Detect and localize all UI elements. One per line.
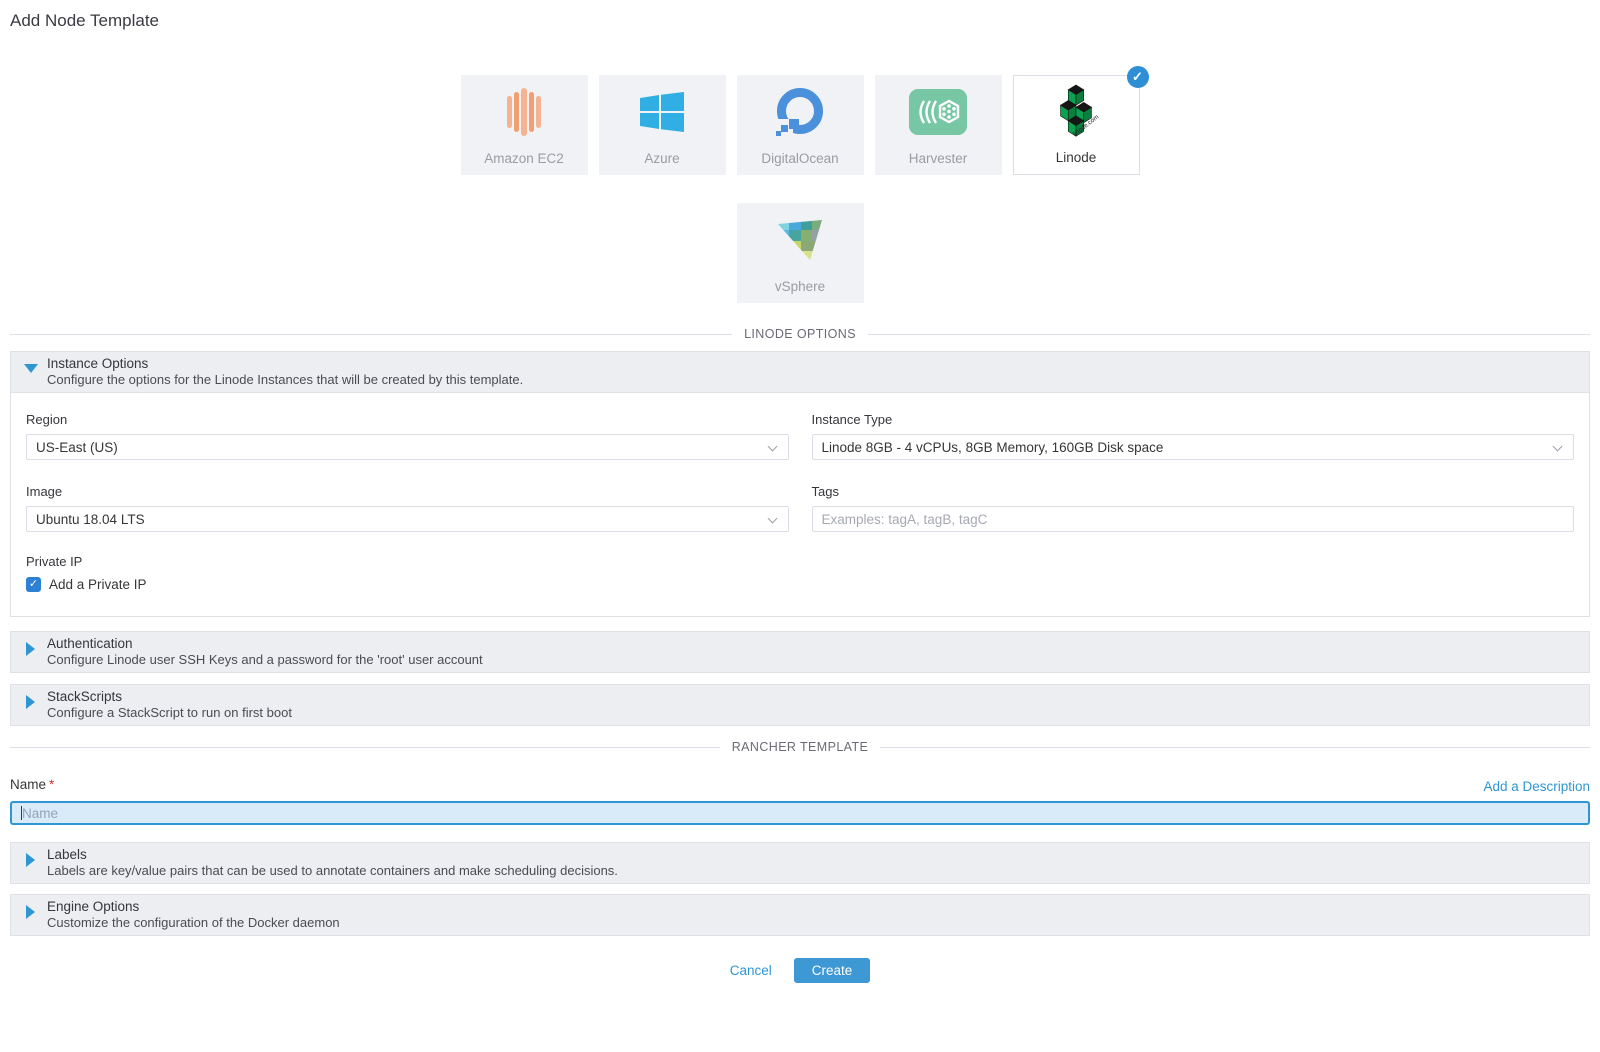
section-subtitle: Configure the options for the Linode Ins… [47, 372, 524, 387]
instance-type-select[interactable]: Linode 8GB - 4 vCPUs, 8GB Memory, 160GB … [811, 434, 1574, 460]
chevron-down-icon [767, 441, 777, 452]
instance-type-label: Instance Type [811, 412, 893, 427]
provider-picker: Amazon EC2 Azure [0, 66, 1600, 303]
expand-triangle-icon [26, 695, 35, 709]
private-ip-checkbox-label: Add a Private IP [49, 577, 147, 592]
image-select[interactable]: Ubuntu 18.04 LTS [26, 506, 789, 532]
name-input[interactable] [10, 801, 1590, 825]
section-title: StackScripts [47, 689, 123, 704]
instance-type-value: Linode 8GB - 4 vCPUs, 8GB Memory, 160GB … [821, 439, 1164, 455]
cancel-button[interactable]: Cancel [729, 963, 772, 978]
rancher-template-divider: RANCHER TEMPLATE [10, 740, 1591, 754]
provider-card-linode[interactable]: ✓ [1012, 66, 1149, 175]
name-label: Name [10, 777, 47, 792]
chevron-down-icon [767, 513, 777, 524]
section-subtitle: Customize the configuration of the Docke… [47, 915, 340, 930]
authentication-header[interactable]: Authentication Configure Linode user SSH… [10, 631, 1590, 673]
linode-icon: linode.com [1014, 76, 1139, 150]
create-button[interactable]: Create [793, 958, 871, 983]
private-ip-label: Private IP [26, 554, 83, 569]
name-row: Name * Add a Description [10, 776, 1590, 794]
provider-label: Amazon EC2 [484, 151, 564, 166]
text-caret [21, 806, 22, 820]
provider-card-vsphere[interactable]: vSphere [736, 203, 864, 303]
image-field: Image Ubuntu 18.04 LTS [26, 484, 789, 532]
add-description-link[interactable]: Add a Description [1483, 779, 1590, 794]
expand-triangle-icon [26, 853, 35, 867]
collapse-triangle-icon [24, 364, 38, 373]
tags-input[interactable] [811, 506, 1574, 532]
private-ip-checkbox[interactable]: ✓ [26, 577, 41, 592]
expand-triangle-icon [26, 642, 35, 656]
provider-card-azure[interactable]: Azure [598, 75, 726, 175]
rancher-template-divider-label: RANCHER TEMPLATE [731, 740, 869, 754]
chevron-down-icon [1552, 441, 1563, 452]
provider-card-harvester[interactable]: Harvester [874, 75, 1002, 175]
section-subtitle: Labels are key/value pairs that can be u… [47, 863, 618, 878]
tags-field: Tags [811, 484, 1574, 532]
authentication-section: Authentication Configure Linode user SSH… [10, 631, 1590, 673]
private-ip-field: Private IP ✓ Add a Private IP [26, 554, 1574, 592]
digitalocean-icon [737, 75, 864, 149]
expand-triangle-icon [26, 905, 35, 919]
azure-icon [599, 75, 726, 149]
image-label: Image [26, 484, 63, 499]
provider-label: Harvester [908, 151, 968, 166]
region-field: Region US-East (US) [26, 412, 789, 460]
section-title: Engine Options [47, 899, 140, 914]
selected-check-icon: ✓ [1126, 66, 1149, 88]
footer-actions: Cancel Create [0, 958, 1600, 983]
linode-options-divider-label: LINODE OPTIONS [744, 327, 856, 341]
provider-label: DigitalOcean [761, 151, 839, 166]
provider-label: Azure [644, 151, 680, 166]
provider-card-amazon-ec2[interactable]: Amazon EC2 [460, 75, 588, 175]
region-label: Region [26, 412, 68, 427]
provider-row-2: vSphere [0, 203, 1600, 303]
vsphere-icon [737, 203, 864, 277]
stackscripts-section: StackScripts Configure a StackScript to … [10, 684, 1590, 726]
provider-row-1: Amazon EC2 Azure [0, 66, 1600, 175]
instance-options-body: Region US-East (US) Instance Type Linode… [10, 393, 1590, 617]
section-title: Authentication [47, 636, 133, 651]
provider-label: Linode [1055, 150, 1097, 165]
name-input-wrap [10, 801, 1590, 825]
instance-type-field: Instance Type Linode 8GB - 4 vCPUs, 8GB … [811, 412, 1574, 460]
required-asterisk: * [49, 777, 55, 792]
engine-options-section: Engine Options Customize the configurati… [10, 894, 1590, 936]
engine-options-header[interactable]: Engine Options Customize the configurati… [10, 894, 1590, 936]
region-value: US-East (US) [36, 439, 118, 455]
instance-options-header[interactable]: Instance Options Configure the options f… [10, 351, 1590, 393]
page-title: Add Node Template [10, 11, 160, 30]
section-subtitle: Configure Linode user SSH Keys and a pas… [47, 652, 483, 667]
amazon-ec2-icon [461, 75, 588, 149]
stackscripts-header[interactable]: StackScripts Configure a StackScript to … [10, 684, 1590, 726]
section-title: Instance Options [47, 356, 149, 371]
provider-label: vSphere [774, 279, 826, 294]
image-value: Ubuntu 18.04 LTS [36, 511, 145, 527]
labels-section: Labels Labels are key/value pairs that c… [10, 842, 1590, 884]
region-select[interactable]: US-East (US) [26, 434, 789, 460]
tags-label: Tags [811, 484, 839, 499]
section-title: Labels [47, 847, 87, 862]
provider-card-digitalocean[interactable]: DigitalOcean [736, 75, 864, 175]
labels-header[interactable]: Labels Labels are key/value pairs that c… [10, 842, 1590, 884]
instance-options-section: Instance Options Configure the options f… [10, 351, 1590, 617]
linode-options-divider: LINODE OPTIONS [10, 327, 1590, 341]
harvester-icon [875, 75, 1002, 149]
section-subtitle: Configure a StackScript to run on first … [47, 705, 292, 720]
